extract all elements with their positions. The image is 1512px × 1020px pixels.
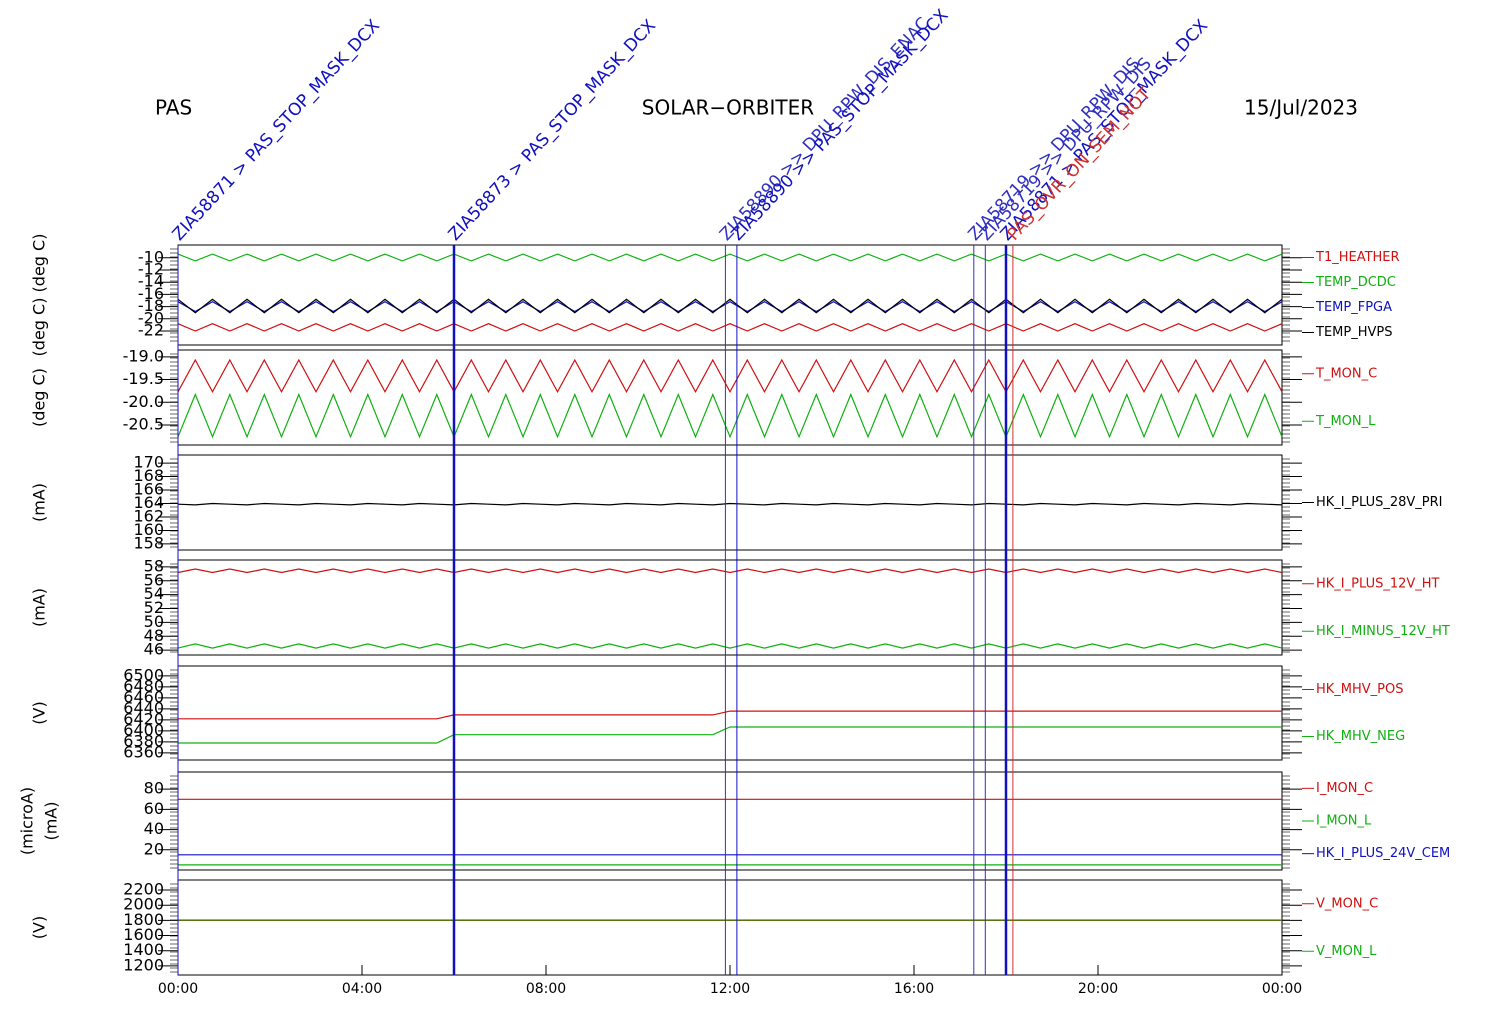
y-tick-label: -18 <box>138 296 164 315</box>
series-line <box>177 358 1283 394</box>
y-axis-label: (deg C) (deg C) <box>30 234 49 357</box>
y-tick-label: 2200 <box>123 880 164 899</box>
y-tick-label: -20.0 <box>123 392 164 411</box>
panel-frame <box>177 454 1283 551</box>
y-tick-label: 48 <box>144 626 164 645</box>
x-tick-label: 04:00 <box>342 981 382 997</box>
y-axis-label: (deg C) <box>30 368 49 427</box>
legend-label: I_MON_L <box>1316 814 1372 829</box>
y-tick-label: 1200 <box>123 955 164 974</box>
y-tick-label: 6500 <box>123 665 164 684</box>
event-label: ZIA58719 >> DPU_RPW_DIS <box>976 54 1156 245</box>
legend-label: I_MON_C <box>1316 781 1373 796</box>
event-label: ZIA58871 > PAS_STOP_MASK_DCX <box>169 16 384 245</box>
y-tick-label: 60 <box>144 799 164 818</box>
y-tick-label: 6380 <box>123 731 164 750</box>
series-line <box>177 568 1283 574</box>
legend-label: TEMP_HVPS <box>1315 325 1392 340</box>
series-line <box>177 502 1283 506</box>
y-tick-label: -14 <box>138 272 164 291</box>
legend-label: T_MON_C <box>1315 366 1377 381</box>
x-tick-label: 20:00 <box>1078 981 1118 997</box>
legend-label: HK_MHV_NEG <box>1316 729 1405 744</box>
panel-frame <box>177 559 1283 656</box>
y-axis-label: (mA) <box>30 483 49 522</box>
series-line <box>177 298 1283 314</box>
y-tick-label: 166 <box>133 480 164 499</box>
y-tick-label: -20.5 <box>123 415 164 434</box>
legend-label: HK_I_PLUS_28V_PRI <box>1316 495 1442 510</box>
y-tick-label: -16 <box>138 284 164 303</box>
panel-frame <box>177 879 1283 976</box>
y-tick-label: 40 <box>144 819 164 838</box>
y-tick-label: 20 <box>144 839 164 858</box>
legend-label: HK_MHV_POS <box>1316 682 1404 697</box>
event-label: ZIA58873 > PAS_STOP_MASK_DCX <box>445 16 660 245</box>
y-tick-label: 160 <box>133 520 164 539</box>
y-tick-label: -12 <box>138 260 164 279</box>
series-line <box>178 726 1282 744</box>
y-tick-label: -22 <box>138 320 164 339</box>
series-line <box>177 301 1283 313</box>
y-tick-label: 164 <box>133 493 164 512</box>
y-tick-label: 6360 <box>123 742 164 761</box>
y-tick-label: 6440 <box>123 698 164 717</box>
series-line <box>177 253 1283 262</box>
y-tick-label: 170 <box>133 453 164 472</box>
legend-label: TEMP_FPGA <box>1315 300 1392 315</box>
y-axis-label: (V) <box>30 916 49 939</box>
x-tick-label: 00:00 <box>1262 981 1302 997</box>
y-tick-label: 6480 <box>123 676 164 695</box>
legend-label: T_MON_L <box>1315 414 1376 429</box>
y-axis-label: (mA) <box>42 801 61 840</box>
panel-frame <box>177 665 1283 761</box>
y-tick-label: 56 <box>144 570 164 589</box>
series-line <box>177 323 1283 332</box>
panel-frame <box>177 244 1283 346</box>
y-tick-label: 1800 <box>123 910 164 929</box>
legend-label: V_MON_L <box>1316 944 1377 959</box>
y-tick-label: 52 <box>144 598 164 617</box>
chart-title: SOLAR−ORBITER <box>642 96 814 120</box>
panel-frame <box>177 349 1283 446</box>
y-tick-label: 1600 <box>123 925 164 944</box>
y-tick-label: 162 <box>133 506 164 525</box>
title-left: PAS <box>155 96 192 120</box>
x-tick-label: 00:00 <box>158 981 198 997</box>
y-tick-label: -19.5 <box>123 369 164 388</box>
series-line <box>177 392 1283 439</box>
y-axis-label: (microA) <box>18 787 37 855</box>
y-tick-label: 158 <box>133 533 164 552</box>
legend-label: HK_I_PLUS_24V_CEM <box>1316 846 1450 861</box>
y-tick-label: 1400 <box>123 940 164 959</box>
y-tick-label: 54 <box>144 584 164 603</box>
y-tick-label: 80 <box>144 779 164 798</box>
y-tick-label: -20 <box>138 308 164 327</box>
legend-label: TEMP_DCDC <box>1315 275 1396 290</box>
series-line <box>178 710 1282 720</box>
y-tick-label: 6400 <box>123 720 164 739</box>
legend-label: V_MON_C <box>1316 896 1378 911</box>
y-tick-label: -19.0 <box>123 346 164 365</box>
x-tick-label: 08:00 <box>526 981 566 997</box>
y-tick-label: 168 <box>133 466 164 485</box>
y-axis-label: (mA) <box>30 588 49 627</box>
legend-label: HK_I_MINUS_12V_HT <box>1316 624 1450 639</box>
x-tick-label: 12:00 <box>710 981 750 997</box>
event-label: ZIA58890 >> PAS_STOP_MASK_DCX <box>728 5 953 244</box>
y-tick-label: 6420 <box>123 709 164 728</box>
x-tick-label: 16:00 <box>894 981 934 997</box>
y-tick-label: 2000 <box>123 895 164 914</box>
y-tick-label: 50 <box>144 612 164 631</box>
date: 15/Jul/2023 <box>1244 96 1358 120</box>
y-tick-label: 46 <box>144 640 164 659</box>
legend-label: T1_HEATHER <box>1315 250 1400 265</box>
legend-label: HK_I_PLUS_12V_HT <box>1316 576 1440 591</box>
y-tick-label: 58 <box>144 556 164 575</box>
y-tick-label: -10 <box>138 247 164 266</box>
y-tick-label: 6460 <box>123 687 164 706</box>
series-line <box>177 643 1283 649</box>
y-axis-label: (V) <box>30 701 49 724</box>
